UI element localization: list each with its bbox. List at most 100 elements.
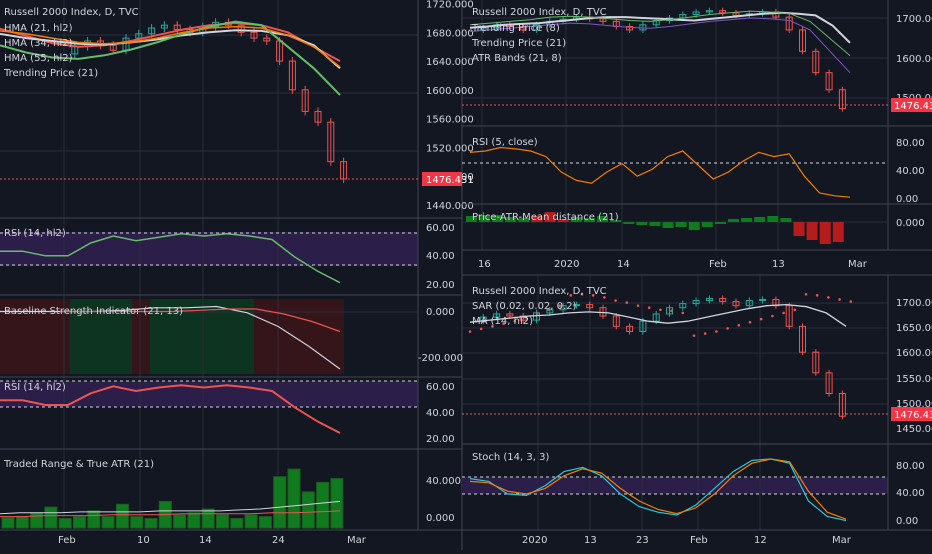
left-chart-title: Russell 2000 Index, D, TVC bbox=[4, 7, 139, 18]
br-candle-body bbox=[825, 372, 833, 395]
patr-bar bbox=[649, 222, 661, 226]
traded-range-bar bbox=[30, 512, 44, 529]
traded-range-bar bbox=[101, 516, 115, 529]
left-time-10: 10 bbox=[137, 535, 150, 546]
br-pane-label-stoch: Stoch (14, 3, 3) bbox=[472, 452, 549, 463]
sar-dot bbox=[502, 322, 505, 326]
br-candle-body bbox=[652, 313, 660, 322]
left-time-axis[interactable]: Feb 10 14 24 Mar bbox=[58, 535, 367, 546]
patr-bar bbox=[832, 222, 844, 242]
patr-bar bbox=[623, 222, 635, 224]
tr-candle-body bbox=[692, 11, 700, 16]
candle-body bbox=[314, 110, 322, 123]
br-candle-body bbox=[719, 297, 727, 303]
sar-dot bbox=[535, 312, 539, 315]
patr-bar bbox=[492, 215, 504, 222]
br-price-axis[interactable]: 1700.000 1650.000 1600.000 1550.000 1500… bbox=[896, 298, 932, 435]
hma-line bbox=[0, 20, 341, 96]
br-legend-sar: SAR (0.02, 0.02, 0.2) bbox=[472, 301, 577, 312]
tr-price-1700: 1700.000 bbox=[896, 14, 932, 25]
br-time-feb: Feb bbox=[690, 535, 708, 546]
left-legend[interactable]: Russell 2000 Index, D, TVC HMA (21, hl2)… bbox=[3, 7, 183, 470]
patr-bar bbox=[583, 218, 595, 222]
stoch-band bbox=[462, 477, 888, 494]
tr-candle-body bbox=[799, 29, 806, 52]
sar-dot bbox=[491, 325, 494, 328]
br-candle-body bbox=[838, 393, 846, 417]
patr-bar bbox=[767, 216, 779, 222]
br-time-axis[interactable]: 2020 13 23 Feb 12 Mar bbox=[522, 535, 852, 546]
traded-range-bar bbox=[87, 510, 101, 529]
tr-time-mar: Mar bbox=[848, 259, 868, 270]
left-price-tick: 1680.000 bbox=[426, 28, 474, 39]
patr-bar bbox=[505, 217, 517, 222]
tr-axis-40: 40.000 bbox=[426, 476, 461, 487]
candle-body bbox=[301, 89, 309, 112]
br-legend[interactable]: Russell 2000 Index, D, TVC SAR (0.02, 0.… bbox=[472, 286, 607, 463]
tr-rsi-axis-0: 0.00 bbox=[896, 194, 918, 205]
top-right-chart[interactable]: 1700.000 1600.000 1500.000 1476.431 80.0… bbox=[462, 0, 932, 276]
left-dividers bbox=[0, 0, 463, 550]
candle-body bbox=[327, 121, 335, 163]
pane-label-rsi-1: RSI (14, hl2) bbox=[4, 228, 66, 239]
br-price-1700: 1700.000 bbox=[896, 298, 932, 309]
sar-dot bbox=[513, 319, 517, 323]
left-chart[interactable]: 1720.000 1680.000 1640.000 1600.000 1560.000… bbox=[0, 0, 474, 550]
sar-dot bbox=[838, 298, 841, 301]
sar-dot bbox=[580, 293, 584, 296]
sar-dot bbox=[625, 301, 629, 304]
left-price-tick: 1600.000 bbox=[426, 86, 474, 97]
br-candle-body bbox=[812, 351, 820, 374]
hma-line bbox=[0, 21, 341, 62]
tr-candle-body bbox=[705, 10, 713, 13]
sar-dot bbox=[670, 309, 673, 313]
patr-bar bbox=[675, 222, 687, 227]
left-hma-lines bbox=[0, 20, 341, 96]
br-candle-body bbox=[546, 309, 554, 314]
sar-dot bbox=[782, 311, 785, 315]
traded-range-bar bbox=[258, 516, 272, 529]
left-time-feb: Feb bbox=[58, 535, 76, 546]
traded-range-bar bbox=[244, 514, 258, 529]
traded-range-bar bbox=[115, 503, 129, 529]
tr-legend[interactable]: Russell 2000 Index, D, TVC Trending Pric… bbox=[471, 7, 619, 223]
tr-time-axis[interactable]: 16 2020 14 Feb 13 Mar bbox=[478, 259, 868, 270]
rsi2-line bbox=[0, 384, 341, 434]
rsi1-axis-40: 40.00 bbox=[426, 251, 455, 262]
patr-bar bbox=[544, 212, 556, 222]
tr-dividers bbox=[462, 0, 932, 276]
tr-time-13: 13 bbox=[772, 259, 785, 270]
br-grid bbox=[462, 275, 888, 530]
patr-bar bbox=[557, 219, 569, 222]
br-ma-line bbox=[469, 303, 847, 327]
sar-dot bbox=[849, 300, 853, 303]
patr-bar bbox=[570, 217, 582, 222]
tr-price-candles bbox=[479, 7, 846, 112]
br-candle-body bbox=[732, 301, 740, 307]
sar-dot bbox=[479, 327, 483, 331]
rsi2-axis-20: 20.00 bbox=[426, 434, 455, 445]
sar-dot bbox=[827, 296, 830, 299]
br-pane-axes: 80.00 40.00 0.00 bbox=[896, 461, 925, 527]
left-price-tick: 1520.000 bbox=[426, 143, 474, 154]
traded-range-bar bbox=[1, 517, 15, 529]
legend-trending-price: Trending Price (21) bbox=[3, 68, 98, 79]
rsi1-axis-20: 20.00 bbox=[426, 280, 455, 291]
tr-candle-body bbox=[519, 26, 527, 31]
left-last-price-badge: 1476.431 bbox=[422, 172, 474, 186]
candle-body bbox=[160, 24, 168, 29]
bottom-right-chart[interactable]: 1700.000 1650.000 1600.000 1550.000 1500… bbox=[462, 275, 932, 546]
patr-bar bbox=[479, 215, 491, 222]
bsi-red-zone bbox=[132, 299, 150, 374]
br-dividers bbox=[462, 275, 932, 531]
candle-body bbox=[148, 27, 156, 35]
sar-dot bbox=[558, 304, 561, 307]
tr-candle-body bbox=[812, 50, 820, 74]
traded-range-bar bbox=[73, 516, 86, 529]
bsi-axis-neg200: -200.000 bbox=[418, 353, 463, 364]
br-candle-body bbox=[506, 313, 514, 317]
tr-legend-atr-bands: ATR Bands (21, 8) bbox=[472, 53, 562, 64]
patr-bar bbox=[714, 222, 726, 224]
